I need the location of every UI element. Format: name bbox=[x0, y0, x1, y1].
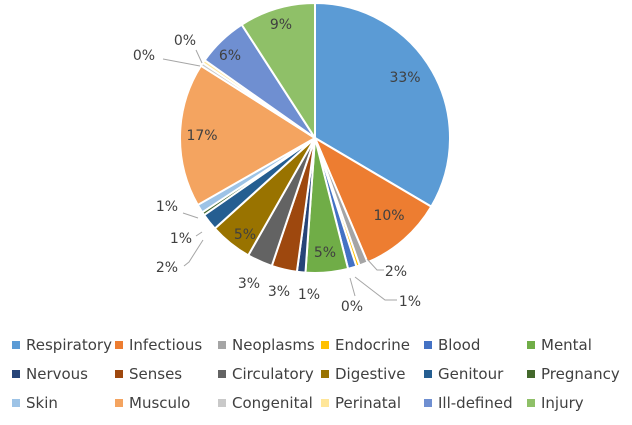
leader-line bbox=[162, 58, 201, 67]
data-label-perinatal: 0% bbox=[174, 33, 196, 49]
legend-row: Respiratory Infectious Neoplasms Endocri… bbox=[12, 330, 632, 359]
pie-slice-respiratory bbox=[314, 1, 451, 208]
legend-swatch bbox=[321, 398, 329, 407]
data-label-genitour: 2% bbox=[156, 260, 178, 276]
legend-item-mental: Mental bbox=[527, 336, 627, 354]
legend-swatch bbox=[321, 369, 329, 378]
legend-swatch bbox=[424, 340, 432, 349]
legend-label: Nervous bbox=[26, 364, 88, 383]
legend-swatch bbox=[424, 398, 432, 407]
data-label-congenital: 0% bbox=[133, 48, 155, 64]
legend-label: Circulatory bbox=[232, 364, 314, 383]
pie-chart: 33% 10% 2% 0% 1% 5% 1% 3% 3% 5% 2% 1% 1% 17% 0% 0% 6% 9% bbox=[133, 1, 451, 315]
legend-label: Musculo bbox=[129, 393, 191, 412]
legend-label: Congenital bbox=[232, 393, 313, 412]
legend-label: Skin bbox=[26, 393, 58, 412]
legend-swatch bbox=[527, 369, 535, 378]
legend-swatch bbox=[115, 398, 123, 407]
legend-swatch bbox=[424, 369, 432, 378]
legend-label: Respiratory bbox=[26, 335, 112, 354]
data-label-pregnancy: 1% bbox=[170, 231, 192, 247]
data-label-digestive: 5% bbox=[234, 227, 256, 243]
legend-label: Neoplasms bbox=[232, 335, 315, 354]
leader-line bbox=[195, 231, 203, 237]
leader-line bbox=[354, 276, 397, 301]
legend-swatch bbox=[12, 369, 20, 378]
legend-swatch bbox=[115, 340, 123, 349]
legend: Respiratory Infectious Neoplasms Endocri… bbox=[12, 330, 632, 417]
legend-item-senses: Senses bbox=[115, 365, 218, 383]
legend-item-blood: Blood bbox=[424, 336, 527, 354]
data-label-nervous: 1% bbox=[298, 287, 320, 303]
legend-swatch bbox=[218, 340, 226, 349]
data-label-circulatory: 3% bbox=[238, 276, 260, 292]
data-label-blood: 1% bbox=[399, 294, 421, 310]
legend-swatch bbox=[115, 369, 123, 378]
legend-item-nervous: Nervous bbox=[12, 365, 115, 383]
legend-label: Infectious bbox=[129, 335, 203, 354]
data-label-infectious: 10% bbox=[373, 208, 404, 224]
legend-label: Genitour bbox=[438, 364, 504, 383]
legend-label: Endocrine bbox=[335, 335, 410, 354]
data-label-respiratory: 33% bbox=[389, 70, 420, 86]
legend-item-digestive: Digestive bbox=[321, 365, 424, 383]
legend-swatch bbox=[527, 398, 535, 407]
legend-item-ill-defined: Ill-defined bbox=[424, 394, 527, 412]
data-label-ill-defined: 6% bbox=[219, 48, 241, 64]
pie-slice-injury bbox=[240, 1, 316, 142]
legend-item-neoplasms: Neoplasms bbox=[218, 336, 321, 354]
legend-label: Blood bbox=[438, 335, 481, 354]
legend-swatch bbox=[218, 398, 226, 407]
leader-line bbox=[182, 212, 199, 219]
legend-label: Mental bbox=[541, 335, 592, 354]
legend-swatch bbox=[218, 369, 226, 378]
legend-label: Injury bbox=[541, 393, 584, 412]
legend-swatch bbox=[12, 340, 20, 349]
legend-item-perinatal: Perinatal bbox=[321, 394, 424, 412]
legend-label: Digestive bbox=[335, 364, 406, 383]
legend-label: Perinatal bbox=[335, 393, 402, 412]
data-label-injury: 9% bbox=[270, 17, 292, 33]
legend-row: Nervous Senses Circulatory Digestive Gen… bbox=[12, 359, 632, 388]
legend-label: Ill-defined bbox=[438, 393, 513, 412]
legend-item-respiratory: Respiratory bbox=[12, 336, 115, 354]
legend-item-skin: Skin bbox=[12, 394, 115, 412]
legend-label: Senses bbox=[129, 364, 183, 383]
leader-line bbox=[349, 277, 356, 297]
legend-label: Pregnancy bbox=[541, 364, 620, 383]
legend-swatch bbox=[12, 398, 20, 407]
legend-row: Skin Musculo Congenital Perinatal Ill-de… bbox=[12, 388, 632, 417]
pie-slice-musculo bbox=[179, 64, 317, 207]
legend-item-congenital: Congenital bbox=[218, 394, 321, 412]
data-label-neoplasms: 2% bbox=[385, 264, 407, 280]
data-label-mental: 5% bbox=[314, 245, 336, 261]
legend-swatch bbox=[527, 340, 535, 349]
legend-item-endocrine: Endocrine bbox=[321, 336, 424, 354]
legend-item-injury: Injury bbox=[527, 394, 627, 412]
legend-swatch bbox=[321, 340, 329, 349]
data-label-senses: 3% bbox=[268, 284, 290, 300]
legend-item-infectious: Infectious bbox=[115, 336, 218, 354]
data-label-skin: 1% bbox=[156, 199, 178, 215]
legend-item-genitour: Genitour bbox=[424, 365, 527, 383]
leader-line bbox=[195, 49, 203, 64]
data-label-endocrine: 0% bbox=[341, 299, 363, 315]
leader-line bbox=[366, 258, 384, 271]
legend-item-circulatory: Circulatory bbox=[218, 365, 321, 383]
data-label-musculo: 17% bbox=[186, 128, 217, 144]
leader-line bbox=[183, 239, 204, 267]
legend-item-musculo: Musculo bbox=[115, 394, 218, 412]
legend-item-pregnancy: Pregnancy bbox=[527, 365, 627, 383]
